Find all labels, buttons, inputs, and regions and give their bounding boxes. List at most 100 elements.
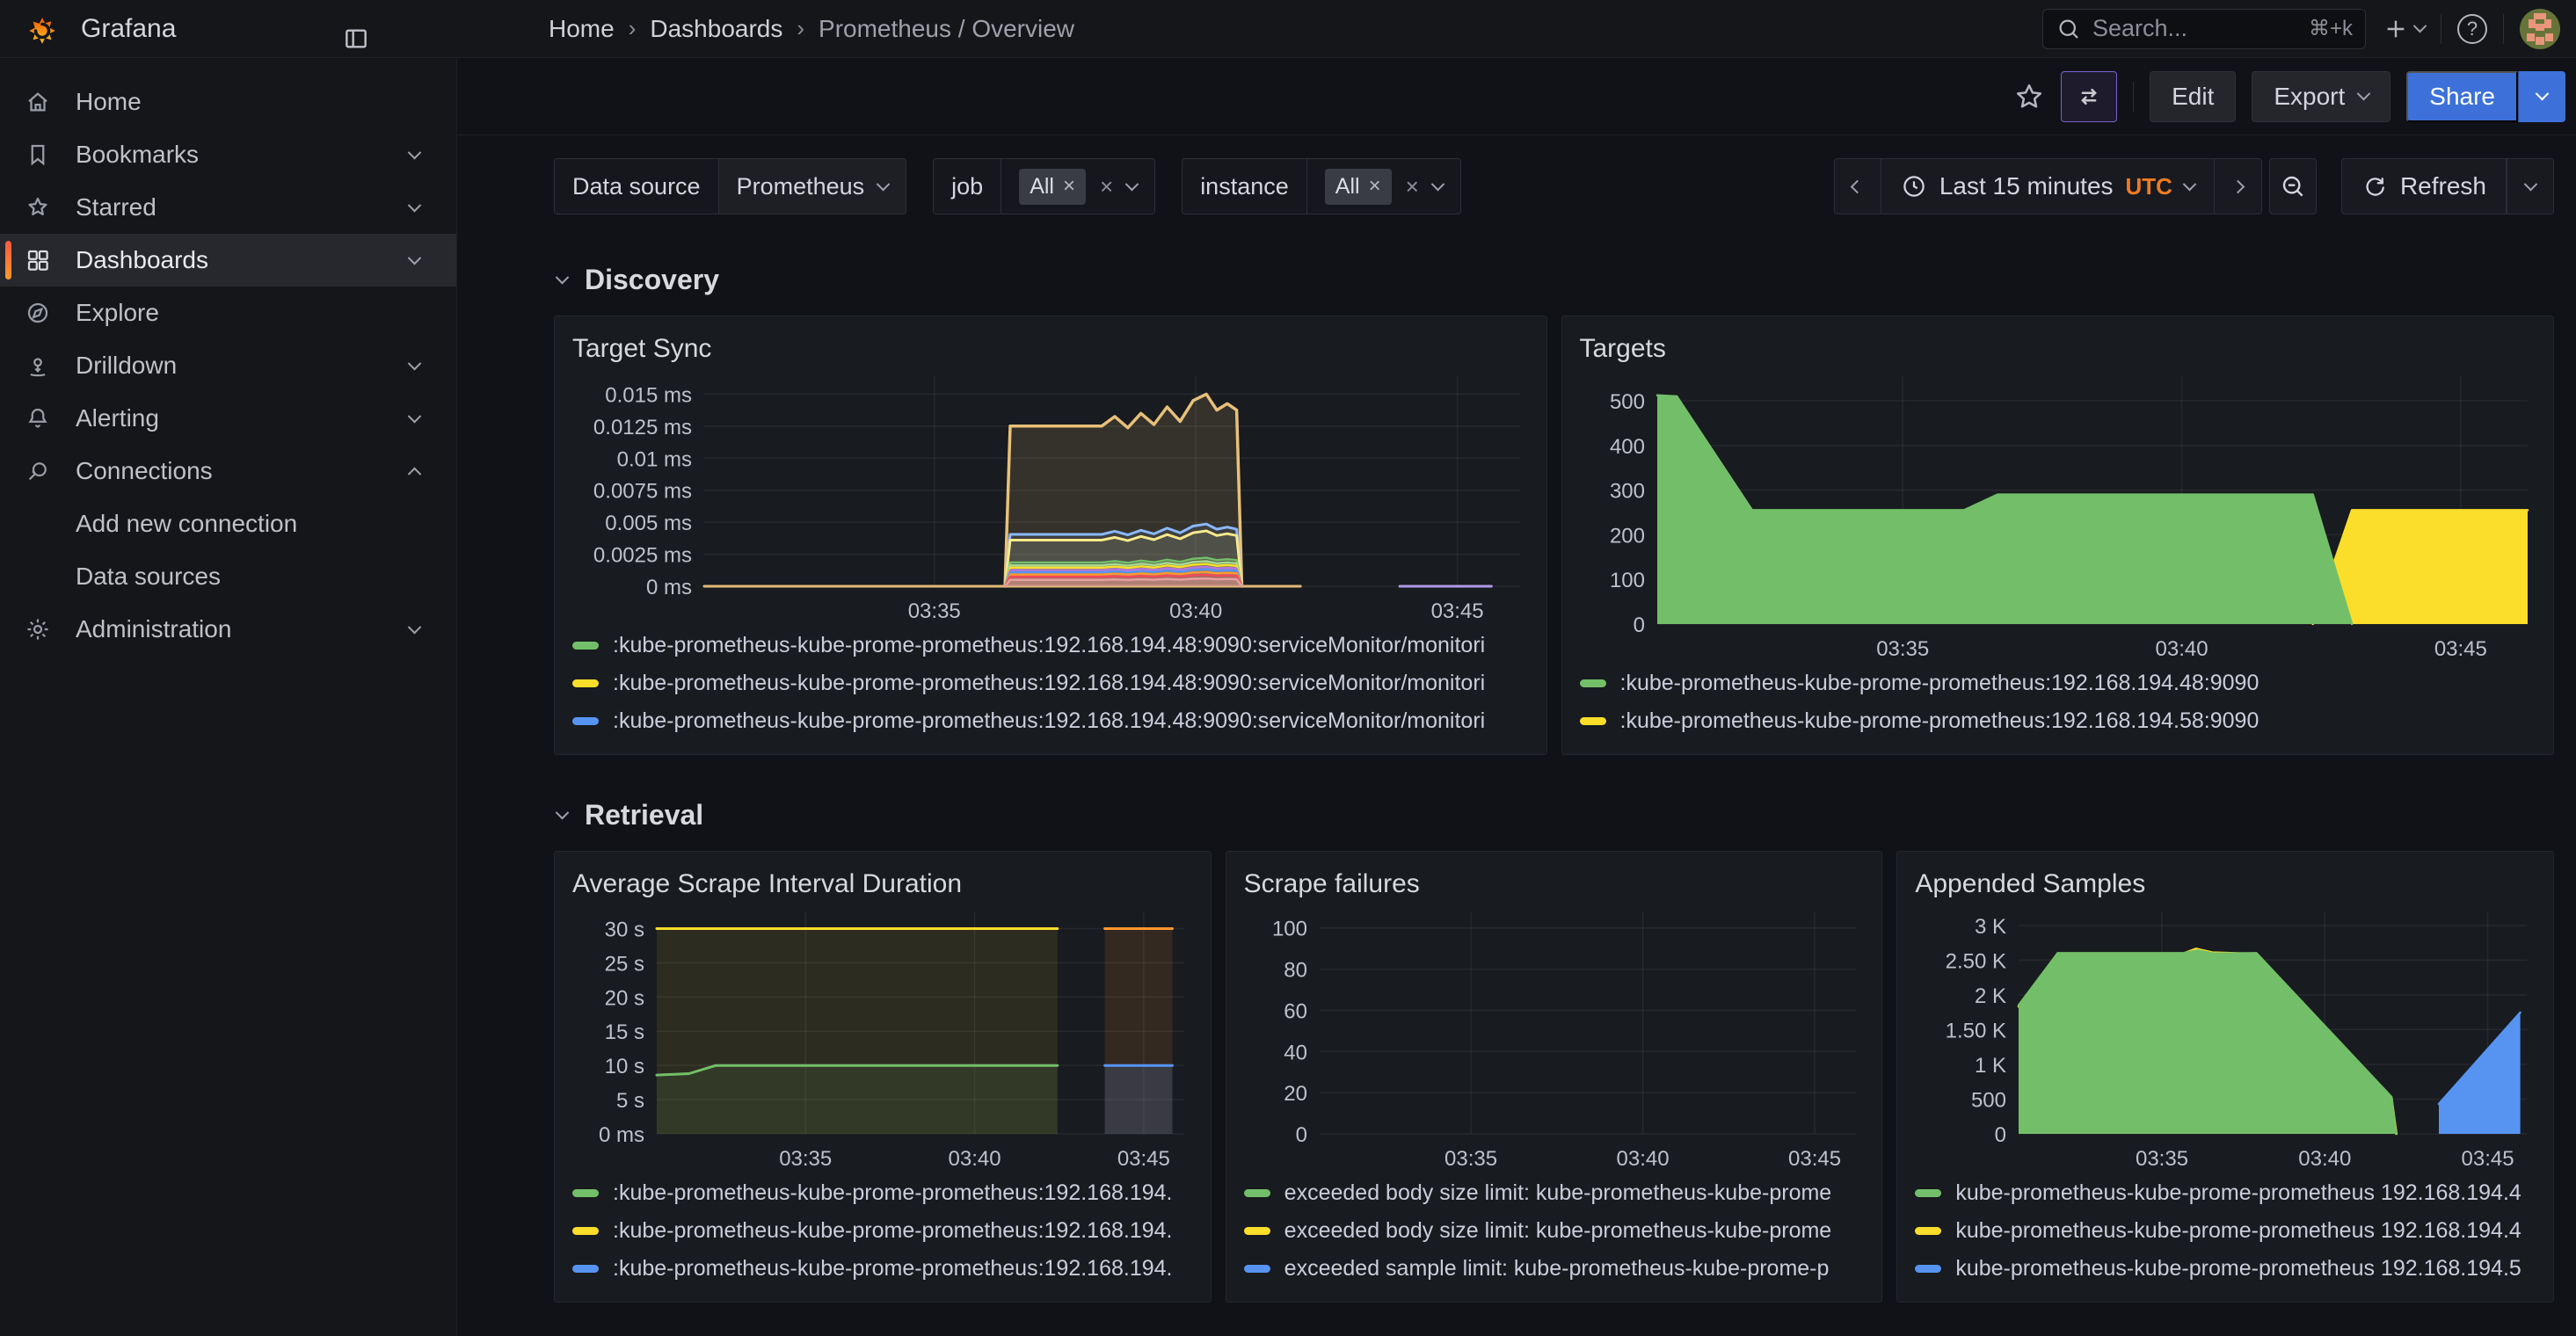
legend-item[interactable]: exceeded body size limit: kube-prometheu…	[1243, 1174, 1865, 1212]
sidebar-item-dashboards[interactable]: Dashboards	[0, 234, 456, 287]
legend-item[interactable]: :kube-prometheus-kube-prome-prometheus:1…	[572, 664, 1529, 702]
chevron-down-icon	[407, 145, 422, 159]
share-dropdown-button[interactable]	[2518, 70, 2565, 122]
sidebar-toggle-icon[interactable]	[339, 22, 373, 55]
connections-icon	[0, 458, 76, 484]
favorite-star-button[interactable]	[2013, 81, 2045, 113]
switch-dashboard-button[interactable]	[2061, 70, 2118, 122]
legend-item[interactable]: exceeded body size limit: kube-prometheu…	[1243, 1212, 1865, 1250]
svg-text:100: 100	[1272, 918, 1307, 941]
remove-icon[interactable]: ×	[1062, 174, 1075, 198]
svg-text:0.015 ms: 0.015 ms	[605, 383, 692, 407]
svg-text:5 s: 5 s	[616, 1089, 644, 1113]
bell-icon	[0, 405, 76, 432]
legend-item[interactable]: :kube-prometheus-kube-prome-prometheus:1…	[572, 1212, 1193, 1250]
legend-item[interactable]: kube-prometheus-kube-prome-prometheus 19…	[1915, 1174, 2536, 1212]
legend: exceeded body size limit: kube-prometheu…	[1242, 1173, 1867, 1291]
help-button[interactable]: ?	[2457, 13, 2487, 44]
sidebar-item-administration[interactable]: Administration	[0, 603, 456, 656]
sidebar-item-alerting[interactable]: Alerting	[0, 392, 456, 445]
svg-text:0.0075 ms: 0.0075 ms	[593, 480, 692, 504]
section-discovery[interactable]: Discovery	[555, 264, 2554, 296]
legend-item[interactable]: :kube-prometheus-kube-prome-prometheus:1…	[572, 702, 1529, 740]
average-scrape-chart[interactable]: 03:35 03:40 03:45 0 ms 5 s 10 s 15 s 20 s 25 s 30…	[571, 899, 1195, 1173]
chevron-down-icon	[407, 250, 422, 265]
legend-item[interactable]: kube-prometheus-kube-prome-prometheus 19…	[1915, 1212, 2536, 1250]
dashboards-grid-icon	[0, 247, 76, 273]
legend-item[interactable]: :kube-prometheus-kube-prome-prometheus:1…	[572, 627, 1529, 664]
target-sync-chart[interactable]: 03:35 03:40 03:45 0 ms 0.0025 ms 0.005 ms 0.00…	[571, 364, 1531, 625]
svg-text:0 ms: 0 ms	[646, 576, 692, 599]
sidebar-item-starred[interactable]: Starred	[0, 181, 456, 234]
search-input[interactable]: Search... ⌘+k	[2042, 8, 2366, 49]
user-avatar[interactable]	[2520, 8, 2560, 49]
panel-title: Average Scrape Interval Duration	[572, 869, 963, 898]
breadcrumb-dashboards[interactable]: Dashboards	[650, 14, 783, 42]
legend-item[interactable]: kube-prometheus-kube-prome-prometheus 19…	[1915, 1250, 2536, 1288]
variables-row: Data source Prometheus job All ×	[554, 158, 2554, 214]
svg-text:2 K: 2 K	[1975, 984, 2006, 1008]
svg-text:03:40: 03:40	[1169, 599, 1222, 623]
job-value-chip[interactable]: All ×	[1019, 168, 1086, 205]
chevron-down-icon	[407, 198, 422, 212]
export-button[interactable]: Export	[2252, 70, 2391, 122]
breadcrumb-separator: ›	[797, 15, 805, 41]
time-range-picker[interactable]: Last 15 minutes UTC	[1881, 158, 2215, 214]
legend-item[interactable]: :kube-prometheus-kube-prome-prometheus:1…	[572, 1174, 1193, 1212]
sidebar-item-explore[interactable]: Explore	[0, 287, 456, 339]
time-shift-back-button[interactable]	[1833, 158, 1881, 214]
svg-text:03:35: 03:35	[2136, 1147, 2188, 1171]
appended-samples-chart[interactable]: 03:35 03:40 03:45 0 500 1 K 1.50 K 2 K 2.50 K 3 K	[1913, 899, 2537, 1173]
sidebar-item-connections[interactable]: Connections	[0, 445, 456, 497]
bookmark-icon	[0, 142, 76, 168]
chevron-down-icon	[1124, 177, 1139, 191]
instance-value-chip[interactable]: All ×	[1324, 168, 1392, 205]
section-title: Discovery	[585, 264, 719, 295]
legend-item[interactable]: :kube-prometheus-kube-prome-prometheus:1…	[1579, 664, 2536, 702]
targets-chart[interactable]: 03:35 03:40 03:45 0 100 200 300 400 500	[1578, 364, 2538, 663]
sidebar-item-home[interactable]: Home	[0, 76, 456, 128]
svg-text:03:40: 03:40	[2155, 637, 2208, 661]
chevron-down-icon	[2412, 18, 2427, 33]
datasource-picker[interactable]: Data source Prometheus	[554, 158, 907, 214]
section-retrieval[interactable]: Retrieval	[555, 799, 2554, 831]
chevron-down-icon	[876, 177, 891, 191]
add-new-button[interactable]	[2382, 15, 2427, 43]
remove-icon[interactable]: ×	[1368, 174, 1381, 198]
svg-text:20: 20	[1284, 1082, 1307, 1106]
sidebar-item-bookmarks[interactable]: Bookmarks	[0, 128, 456, 181]
legend: :kube-prometheus-kube-prome-prometheus:1…	[571, 625, 1531, 744]
svg-text:2.50 K: 2.50 K	[1946, 949, 2006, 973]
clear-icon[interactable]: ×	[1100, 172, 1114, 200]
clear-icon[interactable]: ×	[1405, 172, 1419, 200]
panel-average-scrape-interval: Average Scrape Interval Duration 03:35 03…	[554, 851, 1212, 1303]
instance-filter[interactable]: instance All × ×	[1182, 158, 1461, 214]
breadcrumb-home[interactable]: Home	[549, 14, 615, 42]
scrape-failures-chart[interactable]: 03:35 03:40 03:45 0 20 40 60 80 100	[1242, 899, 1867, 1173]
chevron-down-icon	[407, 356, 422, 370]
svg-text:0.0025 ms: 0.0025 ms	[593, 544, 692, 568]
svg-text:03:45: 03:45	[2434, 637, 2486, 661]
chevron-up-icon	[407, 467, 422, 481]
drilldown-icon	[0, 352, 76, 379]
refresh-interval-dropdown[interactable]	[2507, 158, 2554, 214]
zoom-out-button[interactable]	[2268, 158, 2317, 214]
legend-item[interactable]: :kube-prometheus-kube-prome-prometheus:1…	[1579, 702, 2536, 740]
svg-text:500: 500	[1971, 1088, 2006, 1112]
sidebar-item-data-sources[interactable]: Data sources	[76, 563, 221, 590]
legend: :kube-prometheus-kube-prome-prometheus:1…	[1578, 663, 2538, 744]
dashboard-actions-bar: Edit Export Share	[457, 58, 2576, 135]
sidebar-item-drilldown[interactable]: Drilldown	[0, 339, 456, 392]
svg-text:500: 500	[1609, 390, 1644, 414]
legend-item[interactable]: exceeded sample limit: kube-prometheus-k…	[1243, 1250, 1865, 1288]
compass-icon	[0, 300, 76, 326]
share-button[interactable]: Share	[2406, 70, 2518, 122]
dashboard-canvas: Data source Prometheus job All ×	[457, 135, 2576, 1336]
sidebar-item-add-new-connection[interactable]: Add new connection	[76, 510, 298, 537]
edit-button[interactable]: Edit	[2150, 70, 2237, 122]
job-filter[interactable]: job All × ×	[933, 158, 1156, 214]
time-shift-forward-button[interactable]	[2214, 158, 2262, 214]
refresh-button[interactable]: Refresh	[2340, 158, 2507, 214]
legend-item[interactable]: :kube-prometheus-kube-prome-prometheus:1…	[572, 1250, 1193, 1288]
